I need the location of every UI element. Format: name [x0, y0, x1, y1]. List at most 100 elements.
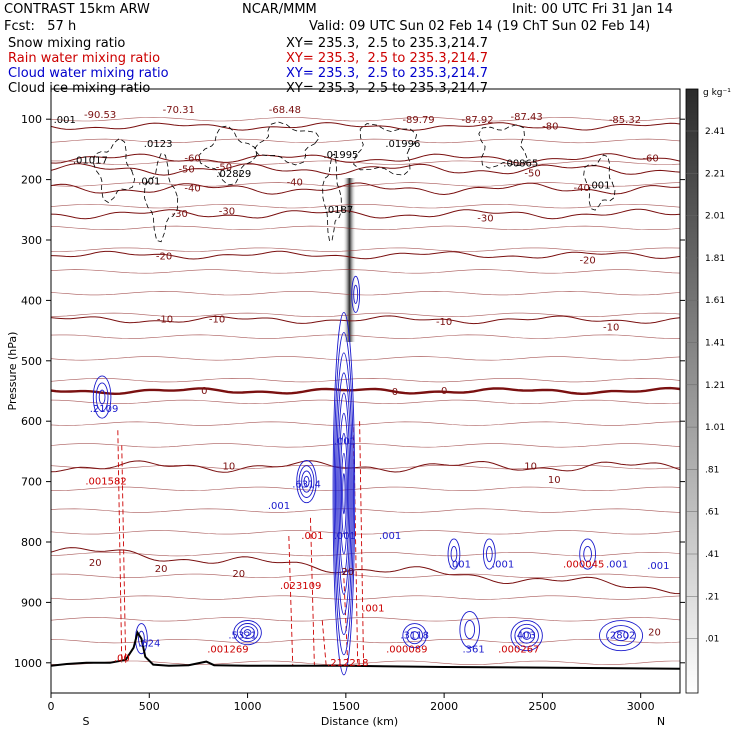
cloud-water-contour: [459, 611, 480, 649]
temp-contour-1: [51, 122, 680, 131]
temp-contour-label: 0: [201, 386, 207, 397]
temp-contour-label: -30: [172, 209, 188, 220]
cloud-water-contour: [410, 631, 419, 641]
temp-contour-3: [51, 163, 680, 176]
temp-contour-6: [51, 250, 680, 260]
init-time: Init: 00 UTC Fri 31 Jan 14: [512, 2, 673, 17]
temp-contour-minor: [51, 530, 680, 535]
field-xy-snow: XY= 235.3, 2.5 to 235.3,214.7: [286, 36, 489, 51]
cloud-water-contour: [296, 460, 317, 504]
temp-contour-minor: [51, 225, 680, 231]
center-name: NCAR/MMM: [242, 2, 317, 17]
rain-max-label: .000267: [498, 645, 539, 656]
temp-contour-label: -30: [477, 213, 493, 224]
y-tick-label: 100: [21, 113, 42, 126]
snow-max-label: .001: [588, 181, 610, 192]
cloud-water-max-label: .001: [334, 531, 356, 542]
snow-max-label: .001: [138, 176, 160, 187]
temp-contour-minor: [51, 138, 680, 144]
cloud-water-contour: [138, 630, 145, 647]
snow-contour: [143, 153, 179, 243]
temp-min-label: -85.32: [609, 115, 641, 126]
rain-max-label: .000045: [563, 559, 604, 570]
y-tick-label: 300: [21, 234, 42, 247]
cloud-water-max-label: .001: [268, 501, 290, 512]
temp-contour-minor: [51, 595, 680, 600]
rain-max-label: .001: [362, 603, 384, 614]
cloud-water-contour: [337, 392, 351, 595]
snow-max-label: .01995: [323, 150, 358, 161]
cloud-water-contour: [303, 475, 310, 488]
south-end-label: S: [83, 715, 90, 728]
x-tick-label: 2000: [430, 700, 458, 713]
temp-contour-2: [51, 153, 680, 164]
temp-contour-label: -50: [216, 163, 232, 174]
temp-contour-minor: [51, 443, 680, 448]
temp-contour-label: -40: [574, 183, 590, 194]
cloud-water-contour: [339, 432, 348, 555]
temp-min-label: -87.43: [511, 112, 543, 123]
snow-max-label: .01017: [73, 155, 108, 166]
snow-contour: [583, 154, 616, 211]
colorbar-label: .81: [705, 465, 719, 475]
temp-contour-label: -10: [209, 315, 225, 326]
temp-contour-label: -10: [436, 317, 452, 328]
cloud-water-contour: [606, 625, 636, 647]
cloud-water-contour: [301, 470, 312, 493]
temp-contour-label: -20: [156, 251, 172, 262]
cloud-water-contour: [336, 372, 352, 615]
cloud-water-contour: [598, 620, 644, 652]
colorbar-label: 1.01: [705, 423, 725, 433]
cloud-water-contour: [92, 375, 112, 419]
rain-contour: [121, 445, 127, 663]
temp-contour-label: -40: [287, 178, 303, 189]
temp-contour-label: 0: [392, 387, 398, 398]
snow-contours: [92, 121, 616, 243]
cloud-water-max-label: .001: [492, 559, 514, 570]
cloud-water-contour: [342, 473, 346, 515]
temp-contour-label: -50: [178, 164, 194, 175]
temp-contour-minor: [51, 247, 680, 252]
y-axis-label: Pressure (hPa): [6, 332, 19, 411]
rain-contour: [288, 535, 294, 666]
y-tick-label: 800: [21, 536, 42, 549]
snow-max-label: .001: [54, 115, 76, 126]
x-axis-label: Distance (km): [321, 715, 398, 728]
cloud-water-contour: [341, 452, 347, 535]
temp-contour-minor: [51, 421, 680, 426]
valid-time: Valid: 09 UTC Sun 02 Feb 14 (19 ChT Sun …: [309, 19, 651, 34]
cloud-water-contour: [98, 389, 106, 405]
cloud-water-max-label: .001: [334, 437, 356, 448]
colorbar: 2.41 2.21 2.01 1.81 1.61 1.41 1.21 1.01 .81 .61 .4…: [685, 88, 731, 694]
cloud-water-contour: [583, 546, 592, 563]
temp-contour-minor: [51, 486, 680, 492]
colorbar-label: 1.81: [705, 254, 725, 264]
cloud-water-contour: [518, 627, 536, 644]
cloud-water-contour: [333, 332, 354, 656]
temp-contour-label: 20: [232, 569, 245, 580]
rain-max-label: .00: [114, 654, 130, 665]
snow-max-label: .0187: [325, 205, 354, 216]
rain-contour: [353, 427, 359, 663]
rain-max-label: .000089: [386, 645, 427, 656]
cloud-water-contour: [338, 412, 350, 575]
snow-contour: [92, 137, 136, 203]
cloud-water-contour: [522, 631, 532, 640]
y-tick-label: 900: [21, 596, 42, 609]
temp-contour-minor: [51, 312, 680, 318]
snow-contour: [253, 121, 320, 166]
cloud-water-contour: [335, 352, 353, 636]
temp-contour-minor: [51, 160, 680, 165]
temp-contour-label: -10: [603, 323, 619, 334]
colorbar-label: 2.01: [705, 212, 725, 222]
y-tick-label: 500: [21, 355, 42, 368]
terrain: [51, 630, 680, 670]
cloud-water-contour: [450, 546, 458, 563]
temp-contour-10: [51, 547, 680, 595]
terrain-line: [51, 630, 680, 670]
temp-contour-label: -60: [184, 153, 200, 164]
cloud-water-contour: [447, 538, 461, 570]
temp-contour-minor: [51, 290, 680, 296]
cloud-water-contour: [514, 623, 539, 648]
